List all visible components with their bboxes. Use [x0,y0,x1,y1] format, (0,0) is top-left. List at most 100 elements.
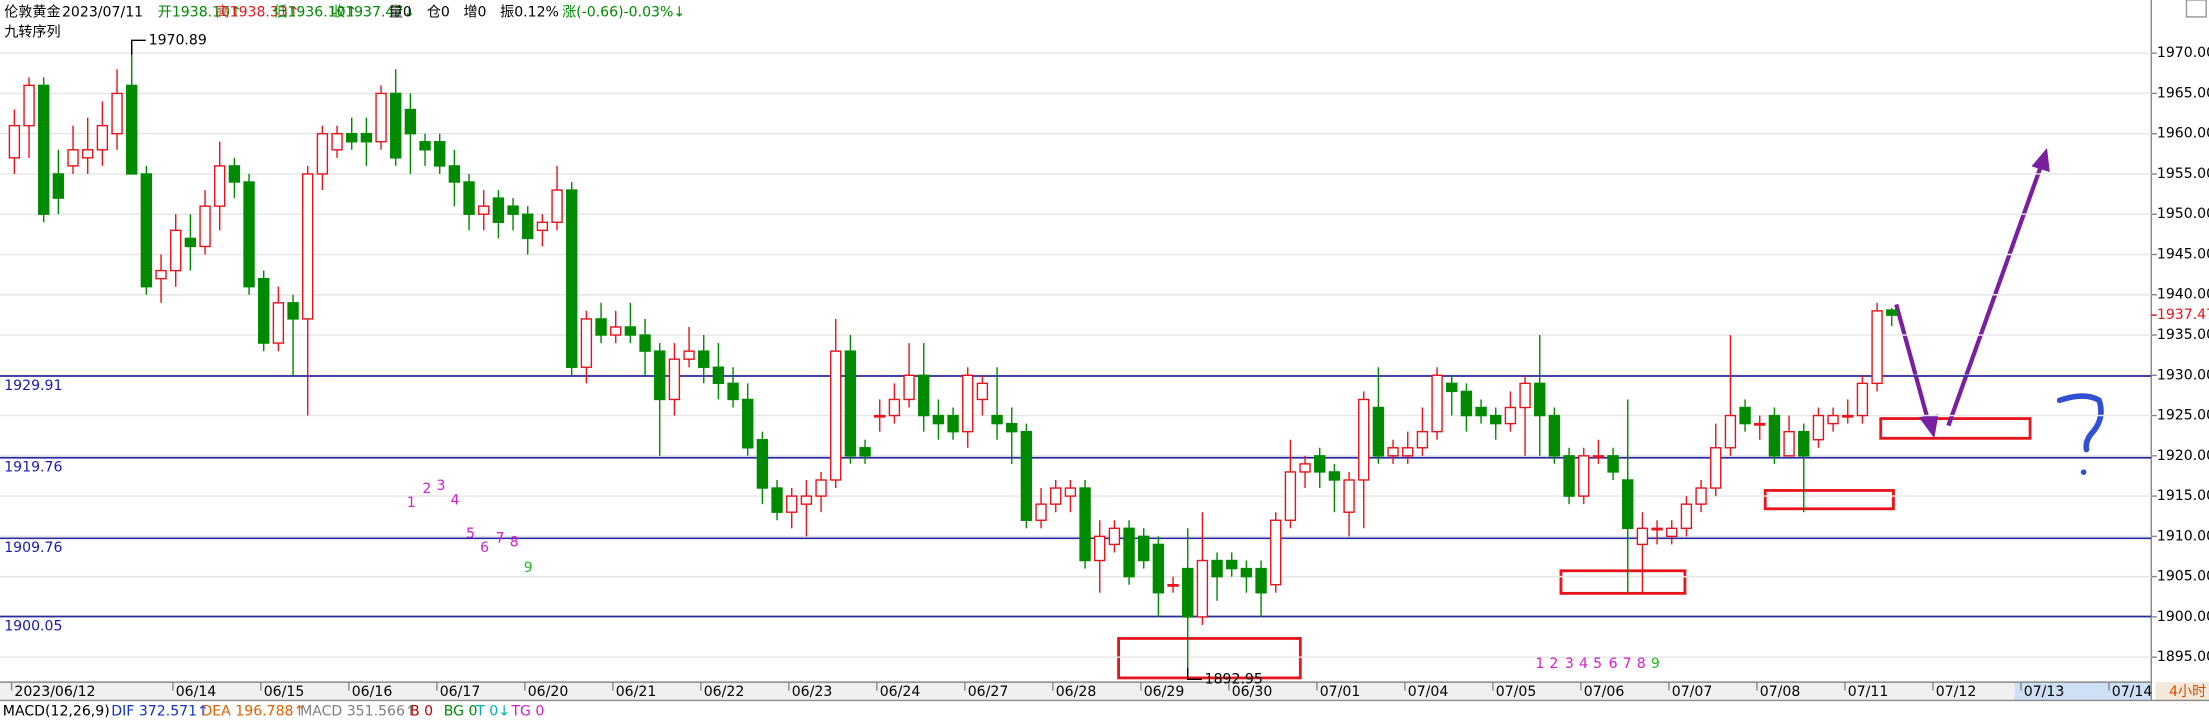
x-tick-label: 06/20 [528,684,569,700]
candle-body [170,229,182,272]
y-tick-label: 1900.00 [2157,609,2209,625]
candle-body [38,84,50,215]
box [1879,417,2032,440]
x-tick-label: 06/15 [264,684,305,700]
high-label: 1970.89 [149,32,207,48]
candle-body [1578,455,1590,497]
candle-body [844,350,857,457]
candle-body [859,447,871,457]
nine-count-digit: 3 [436,478,445,494]
candle-body [478,205,490,215]
candle-body [1871,310,1883,385]
y-tick-label: 1970.00 [2157,45,2209,61]
y-tick-label: 1945.00 [2157,246,2209,262]
nine-count-digit: 8 [510,535,519,551]
candle-body [786,495,798,513]
x-tick-label: 06/16 [352,684,393,700]
x-tick-label: 07/04 [1408,684,1449,700]
candle-body [155,269,167,280]
candle-body [1827,414,1839,425]
candle-body [1651,527,1663,531]
header-field: 高1938.33↑ [216,4,300,21]
candle-body [566,189,578,368]
macd-field: DEA 196.788↑ [201,704,305,720]
candle-body [331,132,343,151]
x-tick-label: 07/01 [1320,684,1361,700]
indicator-name: 九转序列 [4,24,60,40]
candle-body [1402,447,1414,457]
candle-body [1622,479,1634,530]
box [1559,569,1687,595]
candle-body [1886,309,1898,316]
nine-count-digit: 9 [1651,656,1660,672]
candle-body [683,350,695,360]
high-pointer [131,39,146,55]
candle-body [962,374,974,433]
candle-body [228,165,241,183]
header: 伦敦黄金 2023/07/11 开1938.10↑高1938.33↑低1936.10… [4,4,685,21]
header-field: 仓0 [427,5,450,21]
candle-body [756,439,769,489]
candle-body [771,487,783,513]
candle-body [1372,406,1385,457]
candle-body [1108,527,1121,546]
candle-body [1240,567,1253,578]
candle-body [742,398,754,449]
y-tick-label: 1905.00 [2157,569,2209,585]
candle-body [1387,447,1399,457]
x-tick-label: 07/05 [1496,684,1537,700]
x-tick-label: 07/07 [1672,684,1713,700]
candle-body [1416,430,1429,449]
macd-field: MACD(12,26,9) [3,704,110,720]
candle-body [610,326,622,336]
level-label: 1929.91 [4,378,62,394]
candle-body [800,495,813,505]
candle-body [1123,527,1135,578]
candle-body [1328,471,1341,481]
candle-body [316,132,329,175]
x-tick-label: 2023/06/12 [14,684,95,700]
x-tick-label: 06/14 [176,684,217,700]
candle-body [976,382,989,401]
candle-body [287,302,299,320]
arrowhead [2031,147,2050,172]
macd-field: T 0↓ [475,704,510,720]
candle-body [1358,398,1370,481]
x-tick-label: 06/17 [440,684,481,700]
candle-body [1226,559,1238,570]
candle-body [1548,414,1561,457]
nine-count-digit: 9 [524,560,533,576]
low-label: 1892.95 [1205,671,1263,687]
candle-body [991,414,1003,425]
header-field: 振0.12% [500,5,559,21]
candle-body [1695,487,1707,505]
candle-body [712,366,725,385]
question-dot [2080,469,2087,475]
x-tick-label: 06/22 [704,684,745,700]
macd-field: BG 0 [444,704,478,720]
y-tick-label: 1895.00 [2157,649,2209,665]
candle-body [8,124,21,159]
candle-body [302,173,314,320]
candle-body [639,334,651,352]
candle-body [67,149,79,167]
candle-body [96,124,109,151]
candle-body [1167,583,1179,587]
x-tick-label: 07/12 [1936,684,1977,700]
candle-body [214,165,226,207]
y-tick-label: 1920.00 [2157,448,2209,464]
y-tick-label: 1965.00 [2157,85,2209,101]
annotation-boxes [1117,417,2032,680]
nine-count-digit: 2 [1549,656,1558,672]
window-button[interactable] [2185,0,2207,18]
candle-body [140,173,153,288]
candle-body [1079,487,1091,562]
y-tick-label: 1910.00 [2157,528,2209,544]
y-tick-label: 1960.00 [2157,126,2209,142]
candle-body [830,350,842,481]
nine-count-digit: 2 [422,481,431,497]
candle-body [903,374,915,401]
candle-body [1314,455,1326,473]
candle-body [551,189,563,223]
